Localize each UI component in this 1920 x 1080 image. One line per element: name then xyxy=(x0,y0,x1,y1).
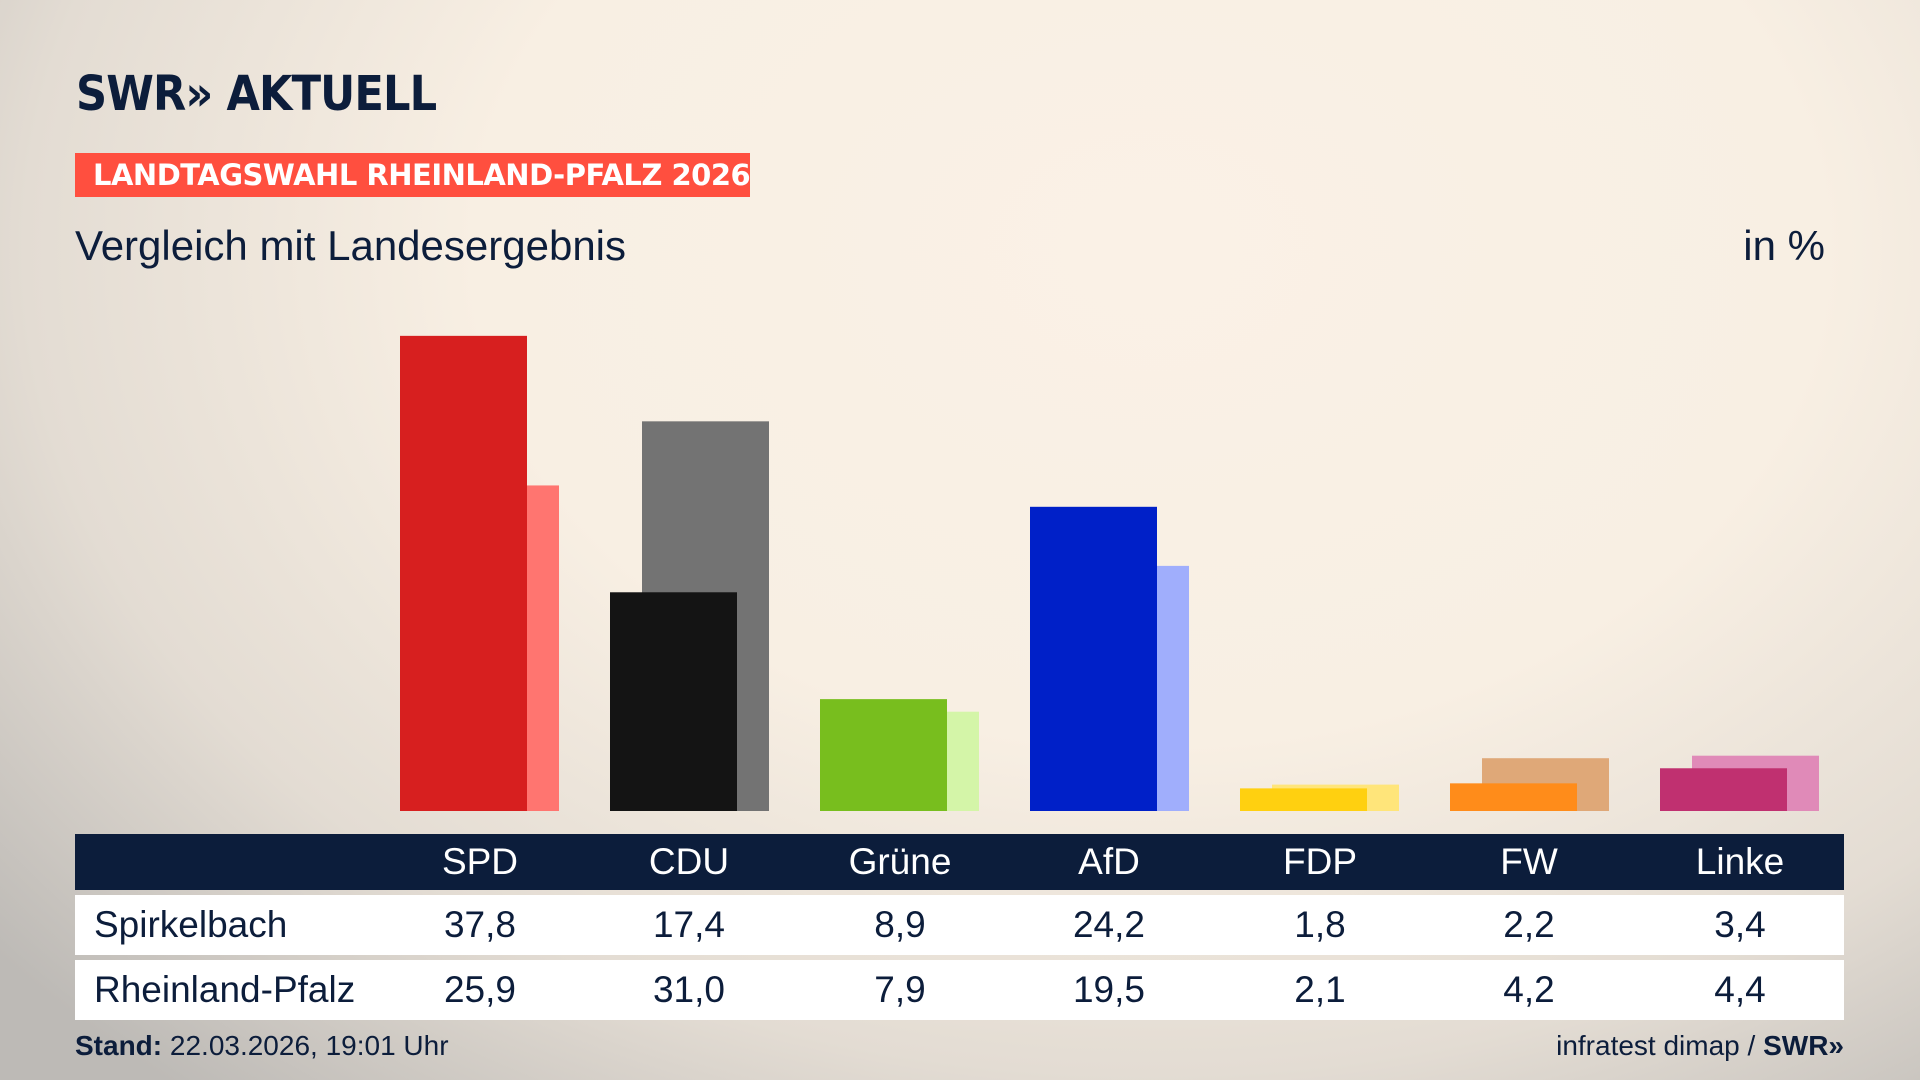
table-row: Spirkelbach 37,8 17,4 8,9 24,2 1,8 2,2 3,4 xyxy=(75,895,1844,955)
swr-aktuell-logo: SWR» AKTUELL xyxy=(76,66,437,122)
table-row: Rheinland-Pfalz 25,9 31,0 7,9 19,5 2,1 4,2 4,4 xyxy=(75,960,1844,1020)
bar-cdu-local xyxy=(610,592,737,811)
value-cell: 4,2 xyxy=(1503,969,1555,1010)
election-banner: LANDTAGSWAHL RHEINLAND-PFALZ 2026 xyxy=(75,153,751,197)
bar-spd-local xyxy=(400,335,527,811)
bar-afd-local xyxy=(1030,506,1157,811)
timestamp: Stand: 22.03.2026, 19:01 Uhr xyxy=(75,1030,449,1062)
bar-chart xyxy=(400,335,1819,811)
table-header: SPD CDU Grüne AfD FDP FW Linke xyxy=(75,834,1844,890)
column-header: Linke xyxy=(1695,841,1785,882)
value-cell: 37,8 xyxy=(443,904,516,945)
value-cell: 25,9 xyxy=(443,969,516,1010)
bar-linke-local xyxy=(1660,768,1787,811)
source-text: infratest dimap / xyxy=(1556,1030,1764,1061)
column-header: AfD xyxy=(1078,841,1140,882)
value-cell: 24,2 xyxy=(1072,904,1145,945)
row-label: Rheinland-Pfalz xyxy=(94,969,356,1010)
column-header: FDP xyxy=(1283,841,1357,882)
value-cell: 19,5 xyxy=(1072,969,1145,1010)
value-cell: 7,9 xyxy=(874,969,926,1010)
value-cell: 4,4 xyxy=(1714,969,1766,1010)
source: infratest dimap / SWR» xyxy=(1556,1030,1844,1062)
column-header: Grüne xyxy=(848,841,952,882)
value-cell: 17,4 xyxy=(652,904,725,945)
swr-logo-small: SWR» xyxy=(1763,1030,1844,1061)
value-cell: 2,2 xyxy=(1503,904,1555,945)
chart-subtitle: Vergleich mit Landesergebnis xyxy=(75,222,627,269)
bar-fw-local xyxy=(1450,783,1577,811)
value-cell: 8,9 xyxy=(874,904,926,945)
value-cell: 31,0 xyxy=(652,969,725,1010)
unit-label: in % xyxy=(1743,222,1825,269)
stand-value: 22.03.2026, 19:01 Uhr xyxy=(162,1030,449,1061)
column-header: FW xyxy=(1500,841,1558,882)
value-cell: 1,8 xyxy=(1294,904,1346,945)
results-table: SPD CDU Grüne AfD FDP FW Linke Spirkelbach 37,8… xyxy=(75,834,1844,1020)
column-header: SPD xyxy=(441,841,519,882)
value-cell: 3,4 xyxy=(1714,904,1766,945)
stand-label: Stand: xyxy=(75,1030,163,1061)
bar-grüne-local xyxy=(820,699,947,811)
bar-fdp-local xyxy=(1240,788,1367,811)
column-header: CDU xyxy=(648,841,730,882)
row-label: Spirkelbach xyxy=(94,904,288,945)
value-cell: 2,1 xyxy=(1294,969,1346,1010)
